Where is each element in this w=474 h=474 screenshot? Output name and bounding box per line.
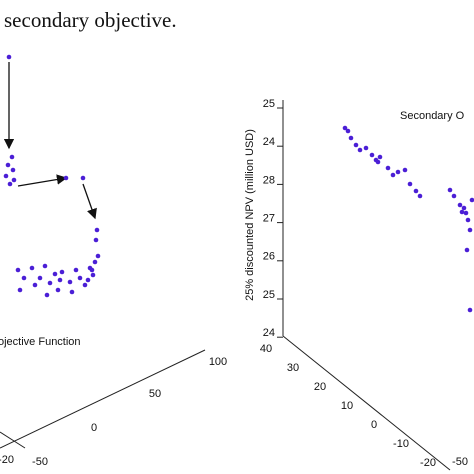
point bbox=[21, 275, 27, 281]
arrow bbox=[17, 174, 68, 187]
point bbox=[73, 267, 79, 273]
legend-text: Secondary O bbox=[400, 110, 465, 122]
tick-label: 30 bbox=[287, 362, 299, 374]
point bbox=[17, 287, 23, 293]
tick-label: 0 bbox=[91, 422, 97, 434]
point bbox=[10, 167, 16, 173]
point bbox=[3, 173, 9, 179]
point bbox=[363, 145, 369, 151]
point bbox=[463, 210, 469, 216]
tick-label: 10 bbox=[341, 400, 353, 412]
caption: secondary objective. bbox=[4, 8, 177, 32]
point bbox=[467, 307, 473, 313]
tick-label: 50 bbox=[149, 388, 161, 400]
legend-text: ojective Function bbox=[0, 336, 81, 348]
point bbox=[82, 282, 88, 288]
point bbox=[459, 209, 465, 215]
point bbox=[345, 128, 351, 134]
point bbox=[77, 275, 83, 281]
point bbox=[44, 292, 50, 298]
point bbox=[375, 159, 381, 165]
z-axis-label: 25% discounted NPV (million USD) bbox=[244, 129, 256, 301]
tick-label: 40 bbox=[260, 343, 272, 355]
point bbox=[67, 279, 73, 285]
arrow bbox=[82, 183, 97, 220]
point bbox=[37, 275, 43, 281]
point bbox=[47, 280, 53, 286]
point bbox=[85, 277, 91, 283]
tick-label: 28 bbox=[263, 174, 275, 186]
tick-label: 20 bbox=[314, 381, 326, 393]
point bbox=[395, 169, 401, 175]
point bbox=[342, 125, 348, 131]
tick-label: 26 bbox=[263, 251, 275, 263]
point bbox=[407, 181, 413, 187]
point bbox=[353, 142, 359, 148]
point bbox=[467, 227, 473, 233]
tick-label: 0 bbox=[371, 419, 377, 431]
point bbox=[11, 177, 17, 183]
point bbox=[5, 162, 11, 168]
point bbox=[92, 259, 98, 265]
right-panel: Secondary O 25% discounted NPV (million … bbox=[244, 98, 474, 471]
point bbox=[57, 277, 63, 283]
tick-label: -20 bbox=[0, 454, 14, 466]
point bbox=[417, 193, 423, 199]
point bbox=[464, 247, 470, 253]
tick-label: -50 bbox=[452, 456, 468, 468]
point bbox=[369, 152, 375, 158]
tick-label: -50 bbox=[32, 456, 48, 468]
point bbox=[451, 193, 457, 199]
point bbox=[42, 263, 48, 269]
point bbox=[385, 165, 391, 171]
point bbox=[63, 175, 69, 181]
point bbox=[32, 282, 38, 288]
tick-label: 24 bbox=[263, 136, 275, 148]
point bbox=[55, 287, 61, 293]
point bbox=[390, 172, 396, 178]
point bbox=[59, 269, 65, 275]
tick-label: 24 bbox=[263, 327, 275, 339]
point bbox=[6, 54, 12, 60]
point bbox=[469, 197, 474, 203]
point bbox=[7, 181, 13, 187]
tick-label: 25 bbox=[263, 98, 275, 110]
point bbox=[465, 217, 471, 223]
point bbox=[29, 265, 35, 271]
point bbox=[461, 205, 467, 211]
point bbox=[377, 154, 383, 160]
point bbox=[357, 147, 363, 153]
tick-label: 100 bbox=[209, 356, 227, 368]
point bbox=[457, 202, 463, 208]
point bbox=[95, 253, 101, 259]
point bbox=[348, 135, 354, 141]
left-panel: ojective Function 100 50 0 -50 -20 bbox=[0, 54, 227, 468]
point bbox=[90, 272, 96, 278]
point bbox=[413, 188, 419, 194]
point bbox=[94, 227, 100, 233]
tick-label: 25 bbox=[263, 289, 275, 301]
tick-label: -20 bbox=[420, 457, 436, 469]
axis-line bbox=[0, 431, 26, 449]
point bbox=[89, 267, 95, 273]
point bbox=[69, 289, 75, 295]
point bbox=[447, 187, 453, 193]
tick-label: -10 bbox=[393, 438, 409, 450]
point bbox=[402, 167, 408, 173]
point bbox=[9, 154, 15, 160]
axis-line bbox=[282, 335, 451, 471]
point bbox=[52, 271, 58, 277]
point bbox=[80, 175, 86, 181]
point bbox=[93, 237, 99, 243]
axis-line bbox=[0, 349, 206, 449]
tick-label: 27 bbox=[263, 213, 275, 225]
point bbox=[15, 267, 21, 273]
